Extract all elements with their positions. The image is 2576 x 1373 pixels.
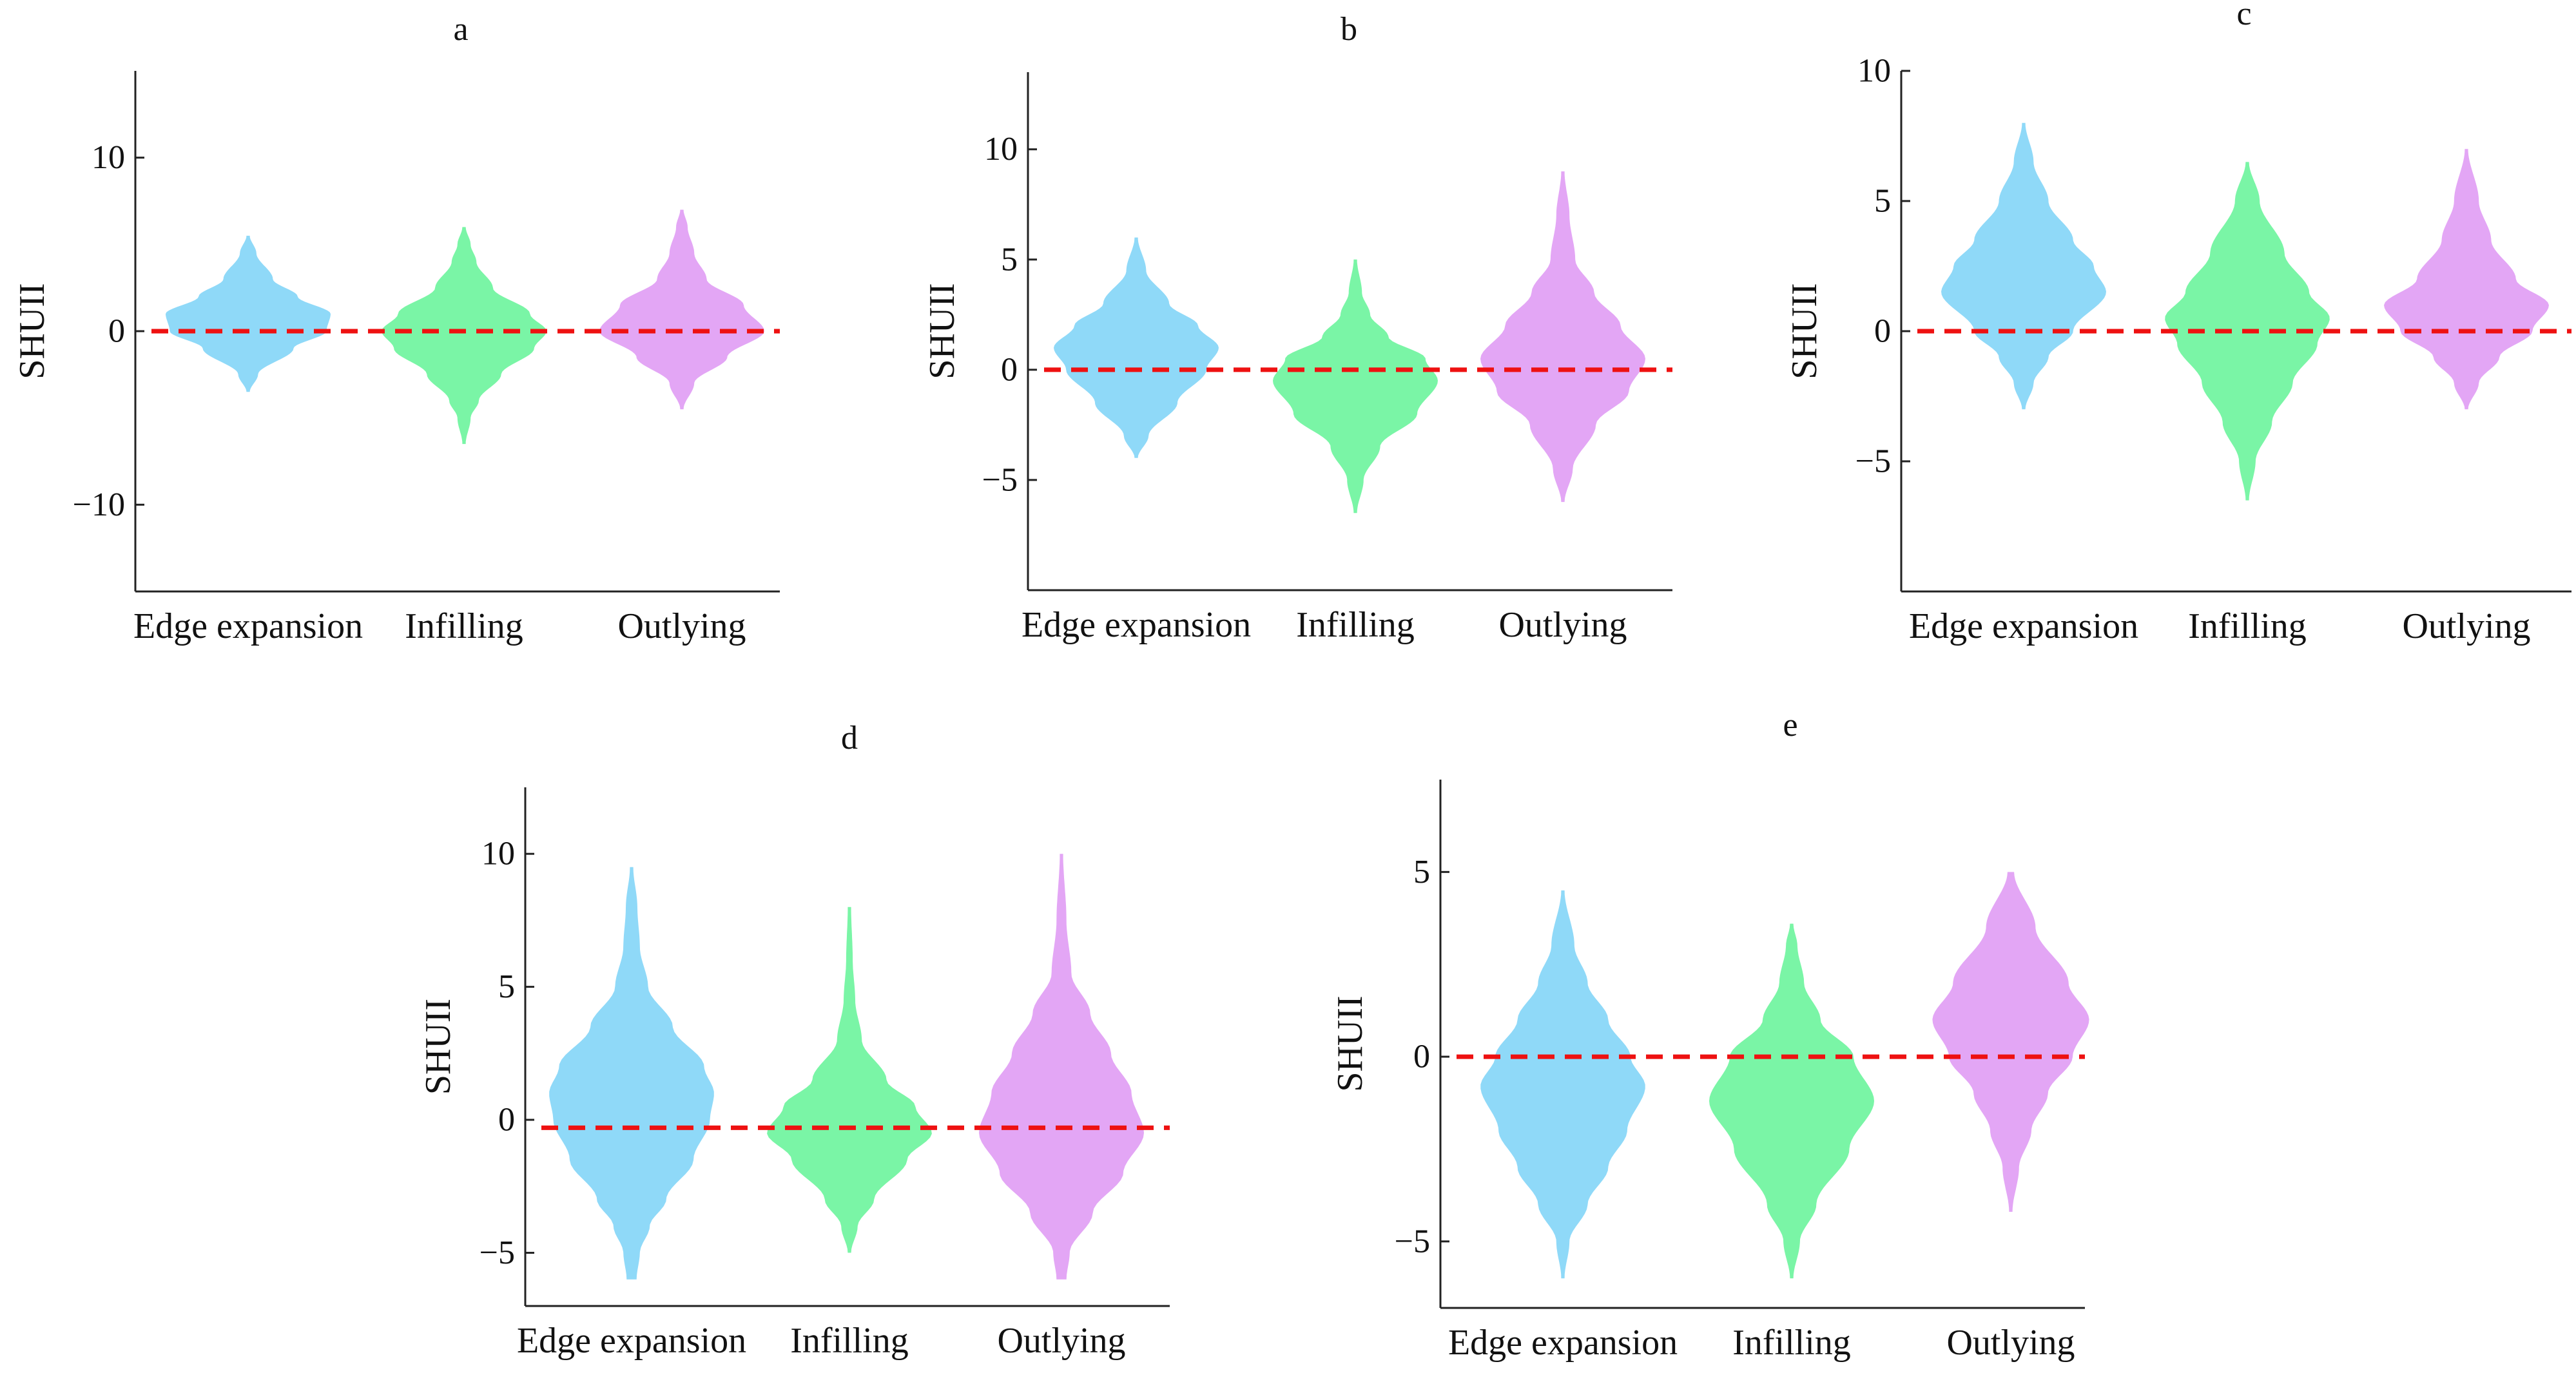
panel-a: a SHUII 10 0 −10 Edge expansion Infilling Outly… [12, 11, 780, 646]
y-axis-label: SHUII [1785, 283, 1825, 379]
violin-outlying [599, 209, 764, 410]
x-category-label: Edge expansion [1448, 1323, 1678, 1363]
x-category-label: Infilling [1296, 605, 1415, 645]
x-category-label: Outlying [997, 1321, 1125, 1361]
x-category-label: Infilling [790, 1321, 909, 1361]
violin-edge-expansion [1054, 237, 1219, 458]
panel-c: c SHUII 10 5 0 −5 Edge expansion Infilling Outly… [1785, 0, 2571, 646]
panel-title: e [1783, 707, 1797, 744]
panel-title: c [2236, 0, 2251, 32]
y-tick-label: 5 [1413, 854, 1430, 890]
y-tick-label: −10 [73, 486, 125, 523]
y-tick-label: 5 [498, 968, 515, 1005]
y-tick-label: 0 [1001, 351, 1018, 388]
violin-edge-expansion [166, 235, 331, 392]
y-tick-label: −5 [1855, 443, 1891, 480]
violin-infilling [767, 907, 932, 1253]
y-tick-label: 10 [1857, 53, 1891, 90]
x-category-label: Infilling [2188, 606, 2307, 646]
x-category-label: Infilling [1732, 1323, 1851, 1363]
x-category-label: Outlying [617, 606, 746, 646]
y-tick-label: −5 [982, 461, 1018, 498]
violin-infilling [1273, 259, 1438, 514]
violin-infilling [382, 227, 547, 445]
y-tick-label: 10 [92, 139, 125, 176]
y-tick-label: 0 [498, 1102, 515, 1138]
x-category-label: Outlying [1946, 1323, 2075, 1363]
x-category-label: Edge expansion [133, 606, 363, 646]
y-axis-label: SHUII [1330, 995, 1370, 1091]
panel-title: d [841, 720, 858, 756]
y-tick-label: 10 [984, 131, 1018, 168]
x-category-label: Infilling [405, 606, 523, 646]
panel-title: a [453, 11, 468, 48]
violin-edge-expansion [1941, 122, 2106, 410]
y-tick-label: 0 [108, 313, 125, 350]
x-category-label: Outlying [2402, 606, 2530, 646]
violin-outlying [2384, 149, 2549, 410]
x-category-label: Edge expansion [1909, 606, 2138, 646]
x-category-label: Edge expansion [1022, 605, 1251, 645]
violin-outlying [979, 854, 1144, 1280]
panel-b: b SHUII 10 5 0 −5 Edge expansion Infilling Outly… [922, 11, 1672, 645]
y-tick-label: 0 [1413, 1039, 1430, 1075]
y-axis-label: SHUII [418, 999, 458, 1095]
x-category-label: Edge expansion [517, 1321, 746, 1361]
violin-outlying [1932, 872, 2089, 1212]
y-tick-label: −5 [479, 1234, 515, 1271]
y-tick-label: 5 [1001, 241, 1018, 278]
panel-title: b [1341, 11, 1357, 48]
panel-e: e SHUII 5 0 −5 Edge expansion Infilling Outlyin… [1330, 707, 2089, 1363]
violin-edge-expansion [1480, 890, 1645, 1279]
y-tick-label: 10 [481, 836, 515, 872]
violin-edge-expansion [549, 867, 714, 1280]
violin-outlying [1480, 171, 1645, 503]
panel-d: d SHUII 10 5 0 −5 Edge expansion Infilling Outly… [418, 720, 1170, 1361]
y-tick-label: 5 [1874, 183, 1891, 220]
y-tick-label: −5 [1395, 1223, 1430, 1260]
y-axis-label: SHUII [12, 283, 52, 379]
violin-infilling [1709, 923, 1874, 1279]
y-axis-label: SHUII [922, 283, 962, 379]
y-tick-label: 0 [1874, 313, 1891, 350]
x-category-label: Outlying [1498, 605, 1627, 645]
